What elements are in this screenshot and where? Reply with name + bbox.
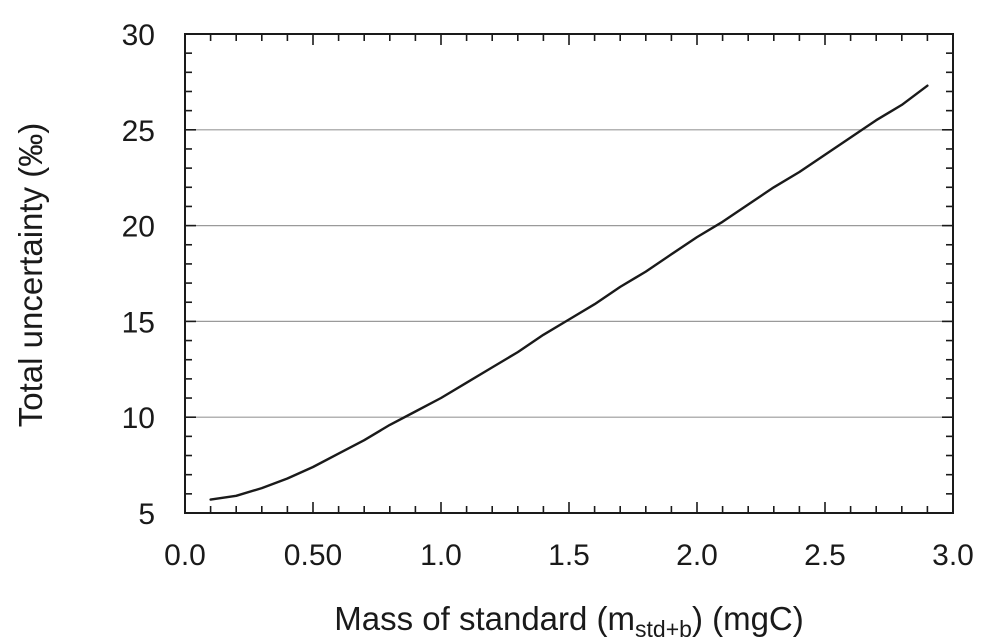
y-tick-label-2: 15 [122,306,155,339]
axis-ticks [184,33,954,514]
y-tick-label-3: 20 [122,211,155,244]
x-tick-label-0: 0.0 [164,539,206,572]
x-tick-label-4: 2.0 [676,539,718,572]
gridlines [185,129,953,418]
y-tick-label-0: 5 [138,498,155,531]
x-axis-title-subscript: std+b [635,616,692,642]
tick-labels: 0.0 0.50 1.0 1.5 2.0 2.5 3.0 5 10 15 20 25 30 [122,19,974,572]
series-group [209,84,929,501]
x-tick-label-1: 0.50 [284,539,342,572]
y-tick-label-1: 10 [122,402,155,435]
x-tick-label-3: 1.5 [548,539,590,572]
y-tick-label-4: 25 [122,115,155,148]
x-tick-label-5: 2.5 [804,539,846,572]
x-tick-label-6: 3.0 [932,539,974,572]
series-line-0 [209,84,929,501]
y-tick-label-5: 30 [122,19,155,52]
x-axis-title-main: Mass of standard (m [334,600,635,637]
plot-frame [184,33,954,514]
y-axis-title: Total uncertainty (‰) [12,123,49,427]
x-axis-title: Mass of standard (mstd+b) (mgC) [334,600,804,642]
x-tick-label-2: 1.0 [420,539,462,572]
x-axis-title-suffix: ) (mgC) [692,600,804,637]
